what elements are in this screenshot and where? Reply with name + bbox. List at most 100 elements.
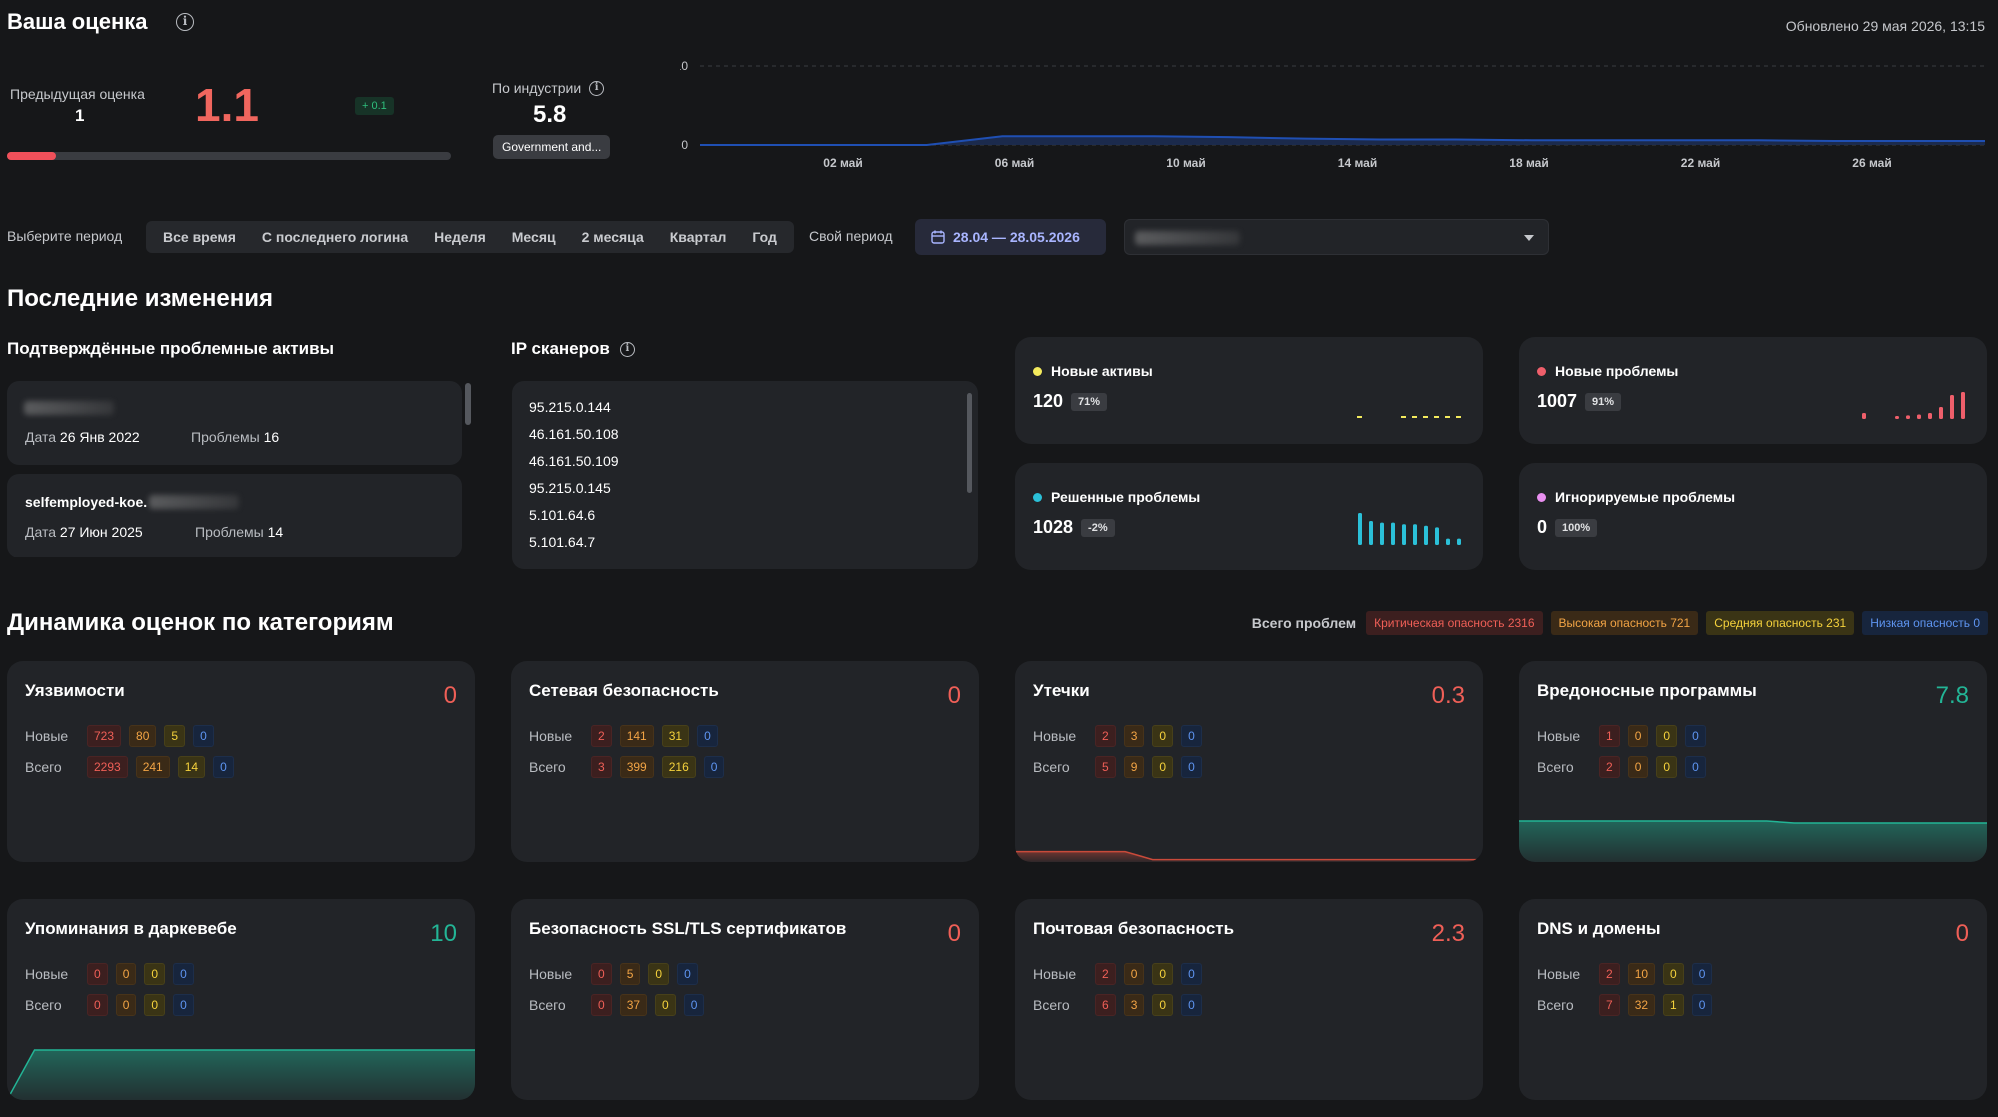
stat-title-row: Новые проблемы xyxy=(1537,363,1678,379)
count-chip: 0 xyxy=(1123,963,1145,985)
row-label: Всего xyxy=(25,759,62,775)
count-chip: 0 xyxy=(1152,994,1174,1016)
category-title: Уязвимости xyxy=(25,681,125,700)
spark-bar xyxy=(1456,416,1461,418)
industry-name-button[interactable]: Government and... xyxy=(493,135,611,159)
industry-score: 5.8 xyxy=(533,101,567,128)
info-icon[interactable]: i xyxy=(589,80,605,96)
period-option-week[interactable]: Неделя xyxy=(434,229,486,245)
period-option-since-login[interactable]: С последнего логина xyxy=(261,229,409,245)
row-label: Всего xyxy=(529,997,566,1013)
count-chip: 0 xyxy=(655,994,676,1016)
category-score: 0 xyxy=(947,920,961,947)
category-card-leaks[interactable]: Утечки 0.3 Новые 2 3 0 0 Всего 5 9 0 0 xyxy=(1015,661,1483,862)
stat-sparkline xyxy=(1862,392,1965,419)
assets-scrollbar[interactable] xyxy=(465,383,471,425)
spark-bar xyxy=(1950,395,1954,419)
date-range-picker[interactable]: 28.04 — 28.05.2026 xyxy=(915,219,1106,255)
severity-critical-badge[interactable]: Критическая опасность 2316 xyxy=(1366,611,1543,635)
stat-sparkline xyxy=(1357,416,1461,418)
stat-card-resolved[interactable]: Решенные проблемы 1028 -2% xyxy=(1015,463,1483,570)
count-chip: 0 xyxy=(87,994,108,1016)
severity-high-badge[interactable]: Высокая опасность 721 xyxy=(1550,611,1699,635)
spark-bar xyxy=(1434,416,1439,418)
count-chip: 1 xyxy=(1663,994,1684,1016)
stat-percent-badge: 71% xyxy=(1071,392,1108,411)
count-chip: 0 xyxy=(213,756,234,778)
stat-card-ignored[interactable]: Игнорируемые проблемы 0 100% xyxy=(1519,463,1987,570)
count-chip: 0 xyxy=(1663,963,1684,985)
status-dot xyxy=(1537,492,1546,502)
asset-name-row: selfemployed-koe. xyxy=(25,494,240,510)
sparkline-line xyxy=(1519,820,1987,824)
count-chip: 6 xyxy=(1095,994,1116,1016)
count-chip: 3 xyxy=(591,756,612,778)
spark-bar xyxy=(1939,407,1943,419)
period-option-month[interactable]: Месяц xyxy=(511,229,556,245)
row-label: Всего xyxy=(529,759,566,775)
asset-card[interactable]: Дата 26 Янв 2022 Проблемы 16 xyxy=(7,381,462,465)
count-chip: 0 xyxy=(115,963,137,985)
category-card-ssl-tls[interactable]: Безопасность SSL/TLS сертификатов 0 Новые 0… xyxy=(511,899,979,1100)
stat-title-row: Игнорируемые проблемы xyxy=(1537,489,1735,505)
assets-title: Подтверждённые проблемные активы xyxy=(7,339,335,358)
y-tick-label: 0 xyxy=(681,138,688,152)
asset-select-dropdown[interactable] xyxy=(1124,219,1549,255)
period-option-all[interactable]: Все время xyxy=(163,229,236,245)
category-score: 0.3 xyxy=(1431,682,1465,709)
stat-percent-badge: 91% xyxy=(1585,392,1622,411)
category-card-malware[interactable]: Вредоносные программы 7.8 Новые 1 0 0 0 Всего 2 0… xyxy=(1519,661,1987,862)
count-chip: 9 xyxy=(1123,756,1145,778)
ip-item[interactable]: 5.101.64.6 xyxy=(529,507,596,523)
custom-period-label: Свой период xyxy=(809,228,893,244)
spark-bar xyxy=(1928,413,1932,419)
spark-bar xyxy=(1424,525,1428,545)
spark-bar xyxy=(1457,538,1461,545)
category-new-row: Новые 0 0 0 0 xyxy=(25,963,202,985)
stat-card-new-problems[interactable]: Новые проблемы 1007 91% xyxy=(1519,337,1987,444)
x-tick-label: 22 май xyxy=(1681,156,1720,170)
asset-problems-row: Проблемы 14 xyxy=(195,524,283,540)
ip-item[interactable]: 5.101.64.7 xyxy=(529,534,596,550)
category-card-email-security[interactable]: Почтовая безопасность 2.3 Новые 2 0 0 0 Всего 6 3… xyxy=(1015,899,1483,1100)
category-score: 0 xyxy=(443,682,457,709)
info-icon[interactable]: i xyxy=(176,13,194,31)
ip-item[interactable]: 95.215.0.145 xyxy=(529,480,611,496)
date-range-text: 28.04 — 28.05.2026 xyxy=(953,229,1080,245)
count-chip: 0 xyxy=(1685,725,1706,747)
category-new-row: Новые 0 5 0 0 xyxy=(529,963,706,985)
stat-label: Новые активы xyxy=(1051,363,1153,379)
redacted-asset-name xyxy=(149,495,240,509)
period-option-quarter[interactable]: Квартал xyxy=(669,229,727,245)
category-card-dns-domains[interactable]: DNS и домены 0 Новые 2 10 0 0 Всего 7 32 1 0 xyxy=(1519,899,1987,1100)
info-icon[interactable]: i xyxy=(619,341,635,357)
category-score: 2.3 xyxy=(1431,920,1465,947)
ip-item[interactable]: 95.215.0.144 xyxy=(529,399,611,415)
spark-bar xyxy=(1435,527,1439,545)
severity-low-badge[interactable]: Низкая опасность 0 xyxy=(1862,611,1988,635)
date-label: Дата xyxy=(25,429,57,445)
x-tick-label: 26 май xyxy=(1852,156,1891,170)
category-card-vulnerabilities[interactable]: Уязвимости 0 Новые 723 80 5 0 Всего 2293 241 14 0 xyxy=(7,661,475,862)
category-card-network-security[interactable]: Сетевая безопасность 0 Новые 2 141 31 0 Всего 3 3… xyxy=(511,661,979,862)
sparkline-area xyxy=(1519,821,1987,862)
stat-label: Решенные проблемы xyxy=(1051,489,1201,505)
asset-card[interactable]: selfemployed-koe. Дата 27 Июн 2025 Пробл… xyxy=(7,474,462,557)
period-option-2months[interactable]: 2 месяца xyxy=(581,229,644,245)
count-chip: 0 xyxy=(173,963,194,985)
previous-score-label: Предыдущая оценка xyxy=(10,86,145,102)
category-card-darkweb-mentions[interactable]: Упоминания в даркевебе 10 Новые 0 0 0 0 Всего 0 0… xyxy=(7,899,475,1100)
ip-scrollbar[interactable] xyxy=(967,393,972,493)
ip-item[interactable]: 46.161.50.109 xyxy=(529,453,619,469)
period-option-year[interactable]: Год xyxy=(752,229,777,245)
ip-item[interactable]: 46.161.50.108 xyxy=(529,426,619,442)
previous-score-value: 1 xyxy=(75,106,85,125)
category-title: DNS и домены xyxy=(1537,919,1661,938)
count-chip: 2 xyxy=(1599,756,1620,778)
assets-list: Дата 26 Янв 2022 Проблемы 16 selfemploye… xyxy=(7,381,462,557)
count-chip: 0 xyxy=(144,994,166,1016)
stat-card-new-assets[interactable]: Новые активы 120 71% xyxy=(1015,337,1483,444)
severity-medium-badge[interactable]: Средняя опасность 231 xyxy=(1706,611,1855,635)
spark-bar xyxy=(1423,416,1428,418)
series-line xyxy=(700,135,1985,146)
